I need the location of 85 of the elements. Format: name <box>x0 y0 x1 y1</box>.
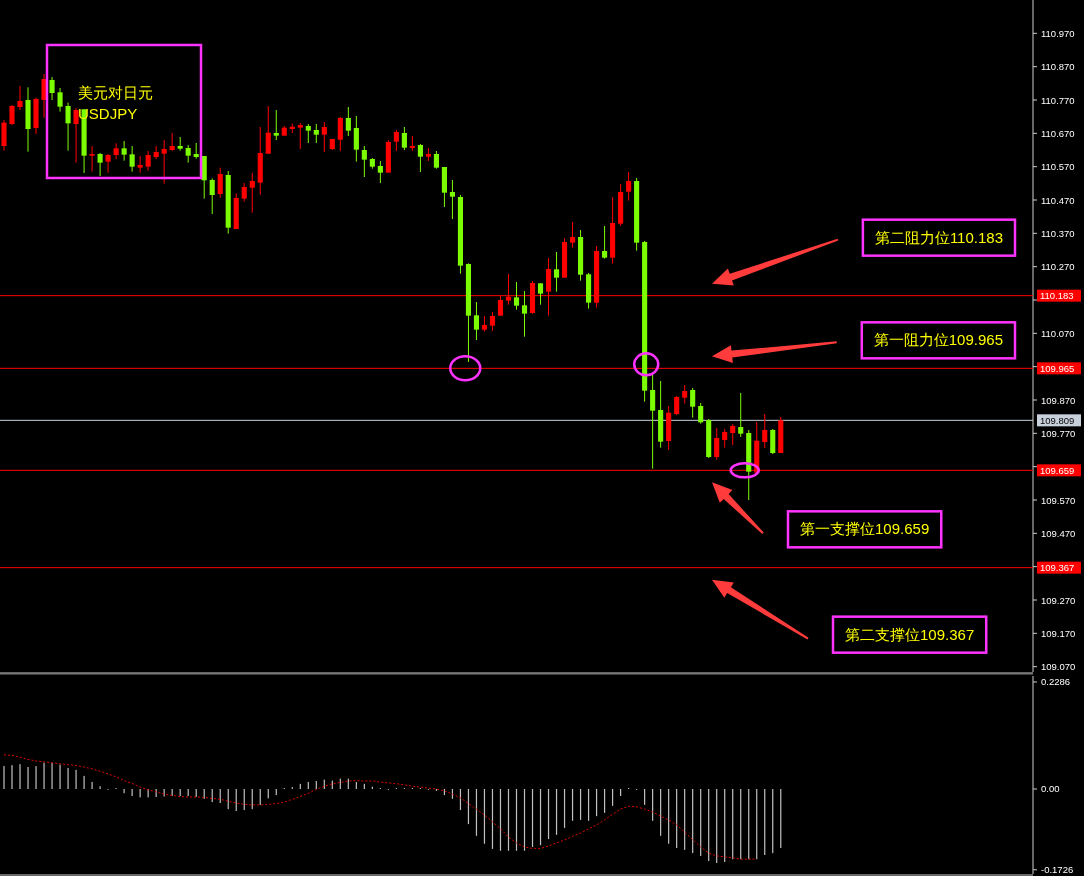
y-tick-label: 110.470 <box>1041 194 1075 206</box>
y-tick-label: 110.670 <box>1041 127 1075 139</box>
candlestick <box>145 150 151 172</box>
candlestick <box>65 102 71 152</box>
candlestick <box>690 387 696 419</box>
y-tick-label: 109.570 <box>1041 494 1076 506</box>
annotation: 第一阻力位109.965 <box>873 331 1003 349</box>
candlestick <box>770 428 776 455</box>
candlestick <box>121 140 127 162</box>
y-tick-label: 110.770 <box>1041 94 1075 106</box>
candlestick <box>762 413 768 449</box>
candlestick <box>353 115 359 163</box>
candlestick <box>265 105 271 155</box>
candlestick <box>73 107 79 164</box>
candlestick <box>9 104 15 126</box>
candlestick <box>313 123 319 144</box>
candlestick <box>97 152 103 177</box>
candlestick <box>321 121 327 153</box>
candlestick <box>674 395 680 416</box>
annotation: 美元对日元 <box>78 84 153 101</box>
candlestick <box>241 182 247 203</box>
ref-line-label: 109.367 <box>1040 562 1075 574</box>
ref-line-label: 110.183 <box>1040 290 1074 302</box>
candlestick <box>209 177 215 215</box>
y-tick-label: 109.070 <box>1041 661 1076 673</box>
candlestick <box>730 423 736 446</box>
candlestick <box>161 139 167 185</box>
y-tick-label: 110.570 <box>1041 161 1075 173</box>
y-tick-label: 109.470 <box>1041 527 1076 539</box>
y-tick-label: 0.00 <box>1041 783 1060 795</box>
y-tick-label: 109.870 <box>1041 394 1076 406</box>
y-tick-label: 109.170 <box>1041 627 1076 639</box>
candlestick <box>393 129 399 152</box>
ref-line-label: 109.965 <box>1040 362 1075 374</box>
candlestick <box>569 221 576 249</box>
candlestick <box>417 143 423 173</box>
candlestick <box>137 155 143 174</box>
candlestick <box>17 85 23 111</box>
candlestick <box>377 160 383 184</box>
candlestick <box>345 106 351 137</box>
ref-line-label: 109.659 <box>1040 464 1075 476</box>
candlestick <box>650 374 656 470</box>
candlestick <box>305 123 311 144</box>
candlestick <box>722 428 728 449</box>
candlestick <box>337 116 343 152</box>
candlestick <box>113 142 119 160</box>
y-tick-label: 109.770 <box>1041 427 1076 439</box>
candlestick <box>129 145 135 173</box>
candlestick <box>273 109 279 141</box>
candlestick <box>401 126 407 151</box>
y-tick-label: 109.270 <box>1041 594 1076 606</box>
candlestick <box>473 301 480 341</box>
annotation: 第一支撑位109.659 <box>800 520 930 538</box>
y-tick-label: -0.1726 <box>1041 864 1074 876</box>
annotation: 第二支撑位109.367 <box>845 625 975 643</box>
candlestick <box>449 179 455 220</box>
candlestick <box>513 281 520 311</box>
candlestick <box>738 392 744 438</box>
annotation: 第二阻力位110.183 <box>874 228 1003 246</box>
candlestick <box>714 427 720 461</box>
candlestick <box>49 76 55 101</box>
line-series <box>3 754 758 860</box>
candlestick <box>489 311 496 332</box>
candlestick <box>1 119 7 152</box>
y-tick-label: 0.2286 <box>1041 676 1071 688</box>
candlestick <box>626 171 632 202</box>
y-tick-label: 110.270 <box>1041 261 1075 273</box>
candlestick <box>249 172 255 214</box>
ref-line-label: 109.809 <box>1040 414 1075 426</box>
y-tick-label: 110.870 <box>1041 61 1075 73</box>
candlestick <box>297 122 303 150</box>
candlestick <box>698 402 704 425</box>
y-tick-label: 110.970 <box>1041 27 1075 39</box>
candlestick <box>217 167 223 199</box>
candlestick <box>361 145 367 178</box>
candlestick <box>682 384 688 405</box>
candlestick <box>553 251 560 293</box>
candlestick <box>537 282 544 306</box>
candlestick <box>57 87 63 113</box>
y-tick-label: 110.370 <box>1041 227 1075 239</box>
y-tick-label: 110.070 <box>1041 327 1075 339</box>
candlestick <box>602 225 608 260</box>
candlestick <box>105 153 111 174</box>
candlestick <box>89 145 95 173</box>
candlestick <box>521 290 528 338</box>
